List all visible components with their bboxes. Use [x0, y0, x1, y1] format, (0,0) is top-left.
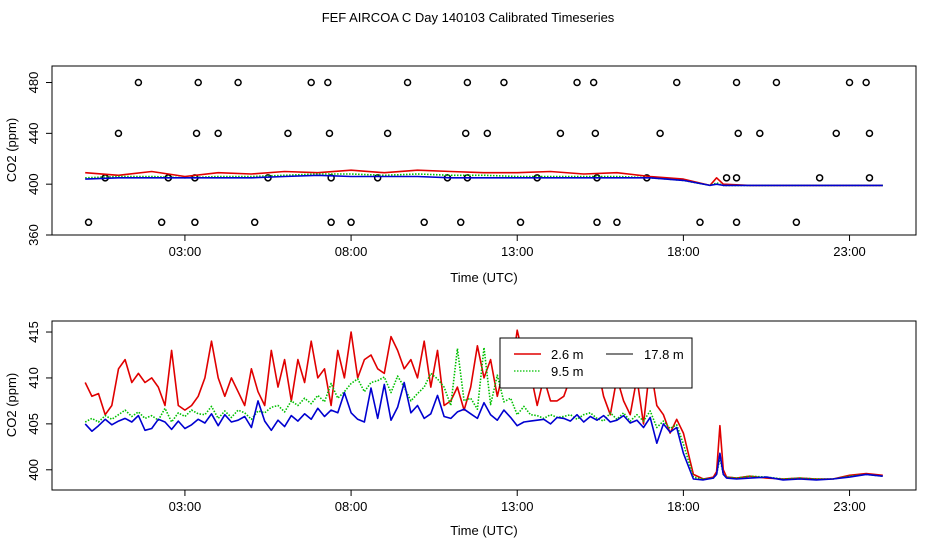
top-plot-frame — [51, 65, 917, 236]
y-tick-label: 415 — [26, 321, 41, 343]
data-point-marker — [325, 129, 334, 138]
data-point-marker — [134, 78, 143, 87]
data-point-marker — [734, 129, 742, 138]
data-point-marker — [234, 78, 242, 87]
top-y-axis: 360 400 440 480 — [26, 72, 52, 246]
x-tick-label: 23:00 — [833, 244, 866, 259]
bottom-panel: 03:00 08:00 13:00 18:00 23:00 400 405 410 415 T… — [4, 320, 917, 538]
x-tick-label: 18:00 — [667, 244, 700, 259]
top-x-axis: 03:00 08:00 13:00 18:00 23:00 — [169, 235, 866, 259]
y-tick-label: 400 — [26, 459, 41, 481]
data-point-marker — [463, 78, 472, 87]
y-tick-label: 400 — [26, 173, 41, 195]
bottom-y-axis: 400 405 410 415 — [26, 321, 52, 481]
legend-label-17-8m: 17.8 m — [644, 347, 684, 362]
top-panel: 03:00 08:00 13:00 18:00 23:00 360 400 440 480 T… — [4, 65, 917, 285]
data-point-marker — [732, 174, 741, 182]
data-point-marker — [772, 78, 781, 87]
chart-title: FEF AIRCOA C Day 140103 Calibrated Times… — [322, 10, 615, 25]
x-tick-label: 03:00 — [169, 244, 202, 259]
data-point-marker — [756, 129, 764, 138]
x-tick-label: 03:00 — [169, 499, 202, 514]
data-point-marker — [732, 218, 741, 227]
data-point-marker — [722, 174, 731, 182]
top-marker-points — [84, 78, 874, 227]
data-point-marker — [214, 129, 222, 138]
x-tick-label: 18:00 — [667, 499, 700, 514]
series-line-17-8m — [84, 381, 883, 481]
y-tick-label: 440 — [26, 122, 41, 144]
data-point-marker — [420, 218, 428, 227]
series-line-17-8m — [85, 174, 883, 187]
data-point-marker — [815, 174, 824, 182]
data-point-marker — [191, 218, 199, 227]
top-x-axis-label: Time (UTC) — [450, 270, 517, 285]
x-tick-label: 08:00 — [335, 499, 368, 514]
y-tick-label: 405 — [26, 413, 41, 435]
data-point-marker — [327, 218, 335, 227]
series-line-9-5m — [84, 346, 883, 480]
data-point-marker — [593, 218, 601, 227]
data-point-marker — [373, 174, 382, 182]
legend-label-9-5m: 9.5 m — [551, 364, 584, 379]
bottom-y-axis-label: CO2 (ppm) — [4, 373, 19, 437]
data-point-marker — [672, 78, 681, 87]
data-point-marker — [194, 78, 202, 87]
data-point-marker — [383, 129, 392, 138]
data-point-marker — [250, 218, 259, 227]
data-point-marker — [403, 78, 412, 87]
data-point-marker — [865, 174, 874, 182]
data-point-marker — [456, 218, 465, 227]
data-point-marker — [696, 218, 704, 227]
data-point-marker — [556, 129, 565, 138]
x-tick-label: 23:00 — [833, 499, 866, 514]
series-line-9-5m — [85, 173, 883, 187]
x-tick-label: 13:00 — [501, 499, 534, 514]
data-point-marker — [516, 218, 525, 227]
data-point-marker — [832, 129, 840, 138]
data-point-marker — [483, 129, 492, 138]
data-point-marker — [347, 218, 355, 227]
data-point-marker — [862, 78, 870, 87]
legend-label-2-6m: 2.6 m — [551, 347, 584, 362]
y-tick-label: 480 — [26, 72, 41, 94]
bottom-plot-frame — [51, 320, 917, 491]
data-point-marker — [84, 218, 93, 227]
top-series-lines — [85, 169, 883, 187]
data-point-marker — [732, 78, 741, 87]
y-tick-label: 410 — [26, 367, 41, 389]
data-point-marker — [114, 129, 123, 138]
data-point-marker — [792, 218, 801, 227]
data-point-marker — [461, 129, 470, 138]
data-point-marker — [327, 174, 335, 182]
data-point-marker — [157, 218, 166, 227]
data-point-marker — [573, 78, 581, 87]
data-point-marker — [324, 78, 332, 87]
data-point-marker — [613, 218, 621, 227]
top-y-axis-label: CO2 (ppm) — [4, 118, 19, 182]
legend: 2.6 m 17.8 m 9.5 m — [499, 337, 693, 389]
bottom-x-axis-label: Time (UTC) — [450, 523, 517, 538]
data-point-marker — [500, 78, 508, 87]
data-point-marker — [845, 78, 854, 87]
x-tick-label: 08:00 — [335, 244, 368, 259]
data-point-marker — [865, 129, 874, 138]
data-point-marker — [656, 129, 664, 138]
y-tick-label: 360 — [26, 224, 41, 246]
data-point-marker — [589, 78, 598, 87]
data-point-marker — [307, 78, 315, 87]
x-tick-label: 13:00 — [501, 244, 534, 259]
series-line-2-6m — [84, 329, 883, 480]
data-point-marker — [192, 129, 201, 138]
data-point-marker — [284, 129, 292, 138]
legend-box — [499, 337, 693, 389]
data-point-marker — [591, 129, 600, 138]
bottom-x-axis: 03:00 08:00 13:00 18:00 23:00 — [169, 490, 866, 514]
bottom-series-lines — [84, 329, 883, 481]
